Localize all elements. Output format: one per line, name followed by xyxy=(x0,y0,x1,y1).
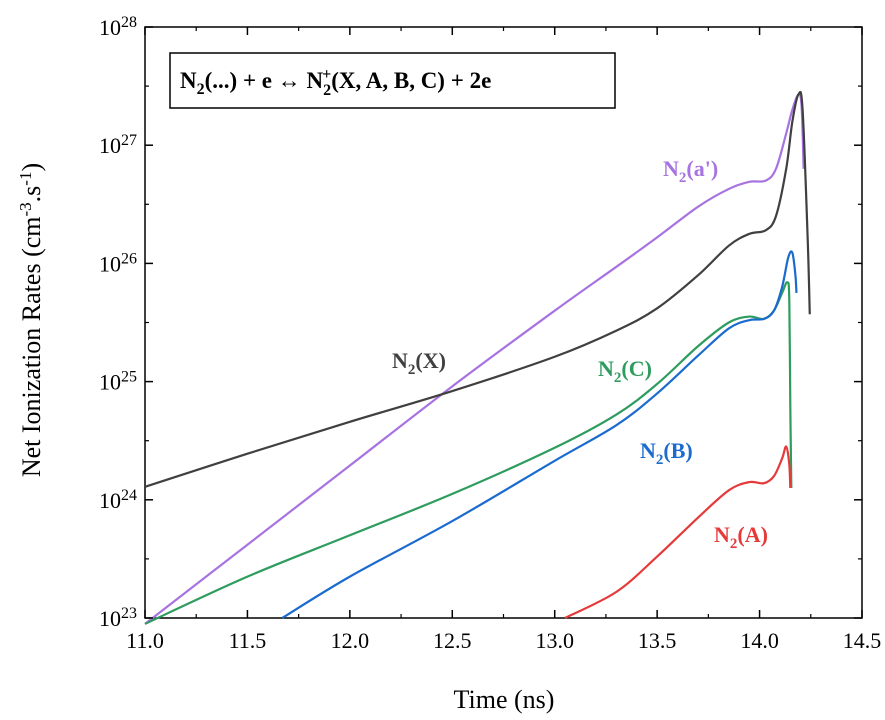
x-tick-label: 12.0 xyxy=(331,628,370,653)
x-tick-label: 14.0 xyxy=(740,628,779,653)
series-line-n2-c- xyxy=(144,281,793,625)
series-line-n2-b- xyxy=(281,250,798,619)
x-axis: 11.0 11.5 12.0 12.5 13.0 13.5 14.0 14.5 xyxy=(126,27,881,653)
series-label-n2-c-: N2(C) xyxy=(598,356,652,386)
x-tick-label: 11.5 xyxy=(229,628,267,653)
reaction-annotation: N2(...) + e ↔ N2+(X, A, B, C) + 2e xyxy=(169,52,616,109)
annotation-text: N2(...) + e ↔ N2+(X, A, B, C) + 2e xyxy=(180,66,491,99)
y-tick-label: 1028 xyxy=(99,14,137,41)
y-tick-label: 1023 xyxy=(99,605,137,632)
y-tick-label: 1027 xyxy=(99,132,137,159)
series-line-n2-x- xyxy=(144,90,811,488)
series-label-n2-a-: N2(A) xyxy=(714,522,768,552)
y-axis-title-main: Net Ionization Rates (cm xyxy=(17,217,46,478)
series-line-n2-a- xyxy=(144,93,805,625)
y-axis-title-exp1: -3 xyxy=(16,202,35,216)
y-axis-title-end: ) xyxy=(17,163,46,172)
y-tick-label: 1026 xyxy=(99,250,137,277)
y-axis-title-exp2: -1 xyxy=(16,172,35,186)
x-tick-label: 14.5 xyxy=(843,628,882,653)
y-tick-label: 1025 xyxy=(99,368,137,395)
series-line-n2-a- xyxy=(564,445,792,619)
x-tick-label: 13.5 xyxy=(638,628,677,653)
series-layer xyxy=(144,90,811,625)
x-tick-label: 12.5 xyxy=(433,628,472,653)
x-axis-title: Time (ns) xyxy=(454,685,555,714)
x-tick-label: 11.0 xyxy=(126,628,164,653)
y-axis-title: Net Ionization Rates (cm-3.s-1) xyxy=(16,163,47,477)
y-tick-label: 1024 xyxy=(99,486,137,513)
y-axis-title-mid: .s xyxy=(17,186,46,203)
y-axis: 1023 1024 1025 1026 1027 1028 xyxy=(99,14,862,632)
annotation-box-frame xyxy=(169,52,616,109)
series-label-n2-a-: N2(a') xyxy=(663,156,718,186)
series-label-n2-x-: N2(X) xyxy=(392,348,446,378)
series-label-n2-b-: N2(B) xyxy=(640,438,693,468)
series-labels: N2(X) N2(a') N2(C) N2(B) N2(A) xyxy=(392,156,768,552)
x-tick-label: 13.0 xyxy=(535,628,574,653)
